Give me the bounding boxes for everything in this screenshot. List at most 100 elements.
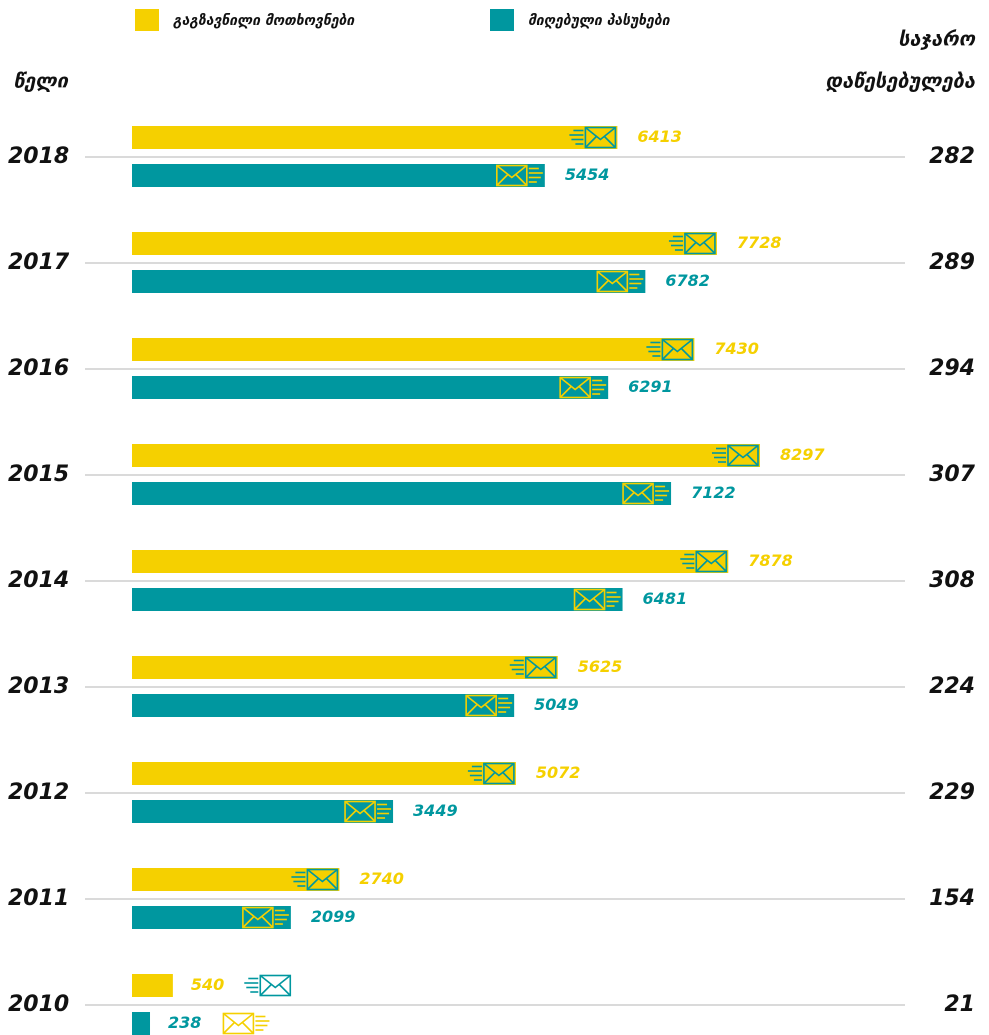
envelope-fold (222, 1012, 254, 1035)
envelope (622, 482, 654, 505)
envelope-icon (622, 482, 670, 505)
envelope (584, 126, 617, 149)
y-tick-label: 2017 (8, 250, 70, 275)
envelope-fold (242, 906, 274, 929)
envelope (496, 164, 528, 187)
envelope-icon (465, 694, 513, 717)
envelope-icon (573, 588, 621, 611)
envelope-fold (684, 232, 716, 255)
value-label: 5454 (565, 165, 610, 184)
right-value: 307 (929, 462, 976, 487)
value-label: 5049 (534, 695, 579, 714)
value-label: 5072 (536, 763, 581, 782)
value-label: 5625 (578, 657, 623, 676)
bar (132, 868, 340, 891)
envelope-fold (259, 974, 291, 997)
envelope-icon (668, 232, 716, 255)
value-label: 7122 (691, 483, 736, 502)
envelope-fold (661, 338, 693, 361)
envelope-icon (344, 800, 392, 823)
right-value: 289 (929, 250, 975, 275)
envelope-fold (306, 868, 338, 891)
y-tick-label: 2012 (8, 780, 69, 805)
value-label: 8297 (780, 445, 825, 464)
right-value: 224 (929, 674, 975, 699)
value-label: 2099 (311, 907, 356, 926)
right-value: 154 (929, 886, 975, 911)
right-value: 282 (929, 144, 975, 169)
y-tick-label: 2016 (8, 356, 69, 381)
right-value: 294 (929, 356, 975, 381)
value-label: 6782 (665, 271, 710, 290)
envelope (573, 588, 606, 611)
value-label: 6481 (643, 589, 688, 608)
envelope-fold (465, 694, 497, 717)
envelope-fold (559, 376, 591, 399)
value-label: 3449 (413, 801, 458, 820)
bar (132, 444, 760, 467)
envelope-icon (222, 1012, 270, 1035)
envelope-fold (344, 800, 376, 823)
bar (132, 1012, 151, 1035)
y-tick-label: 2011 (8, 886, 69, 911)
bar (132, 974, 173, 997)
envelope-icon (596, 270, 644, 293)
envelope-icon (291, 868, 339, 891)
y-tick-label: 2014 (8, 568, 69, 593)
envelope-icon (559, 376, 607, 399)
value-label: 2740 (359, 869, 404, 888)
right-axis-label: საჯარო (898, 27, 976, 51)
bar (132, 656, 558, 679)
bar (132, 762, 516, 785)
envelope (596, 270, 629, 293)
legend-label: გაგზავნილი მოთხოვნები (173, 13, 355, 29)
envelope (559, 376, 591, 399)
bar (132, 164, 545, 187)
envelope (483, 762, 515, 785)
envelope-icon (712, 444, 759, 467)
value-label: 540 (191, 975, 224, 994)
bar (132, 482, 672, 505)
envelope (684, 232, 716, 255)
envelope-icon (646, 338, 694, 361)
envelope-icon (242, 906, 289, 929)
envelope (727, 444, 759, 467)
y-tick-label: 2015 (8, 462, 69, 487)
right-value: 308 (929, 568, 975, 593)
y-tick-label: 2013 (8, 674, 69, 699)
value-label: 7728 (737, 233, 782, 252)
right-value: 21 (944, 992, 975, 1017)
bar (132, 126, 618, 149)
legend-swatch (135, 9, 159, 31)
bar (132, 338, 695, 361)
envelope-icon (680, 550, 728, 573)
right-axis-label: დაწესებულება (825, 69, 976, 93)
legend-label: მიღებული პასუხები (528, 13, 671, 29)
envelope-fold (622, 482, 654, 505)
value-label: 7878 (748, 551, 793, 570)
value-label: 6291 (628, 377, 673, 396)
envelope-icon (467, 762, 515, 785)
envelope-fold (496, 164, 528, 187)
envelope (524, 656, 557, 679)
y-axis-label: წელი (13, 69, 69, 93)
bar (132, 376, 609, 399)
envelope-icon (509, 656, 557, 679)
envelope-fold (483, 762, 515, 785)
y-tick-label: 2010 (8, 992, 69, 1017)
envelope-fold (596, 270, 628, 293)
value-label: 238 (168, 1013, 201, 1032)
bar (132, 232, 717, 255)
bar (132, 550, 729, 573)
y-tick-label: 2018 (8, 144, 69, 169)
envelope-icon (244, 974, 292, 997)
bar (132, 800, 394, 823)
envelope-fold (584, 126, 616, 149)
envelope-fold (695, 550, 727, 573)
envelope (344, 800, 376, 823)
envelope-fold (525, 656, 557, 679)
envelope-fold (727, 444, 759, 467)
envelope (695, 550, 728, 573)
bar (132, 694, 515, 717)
